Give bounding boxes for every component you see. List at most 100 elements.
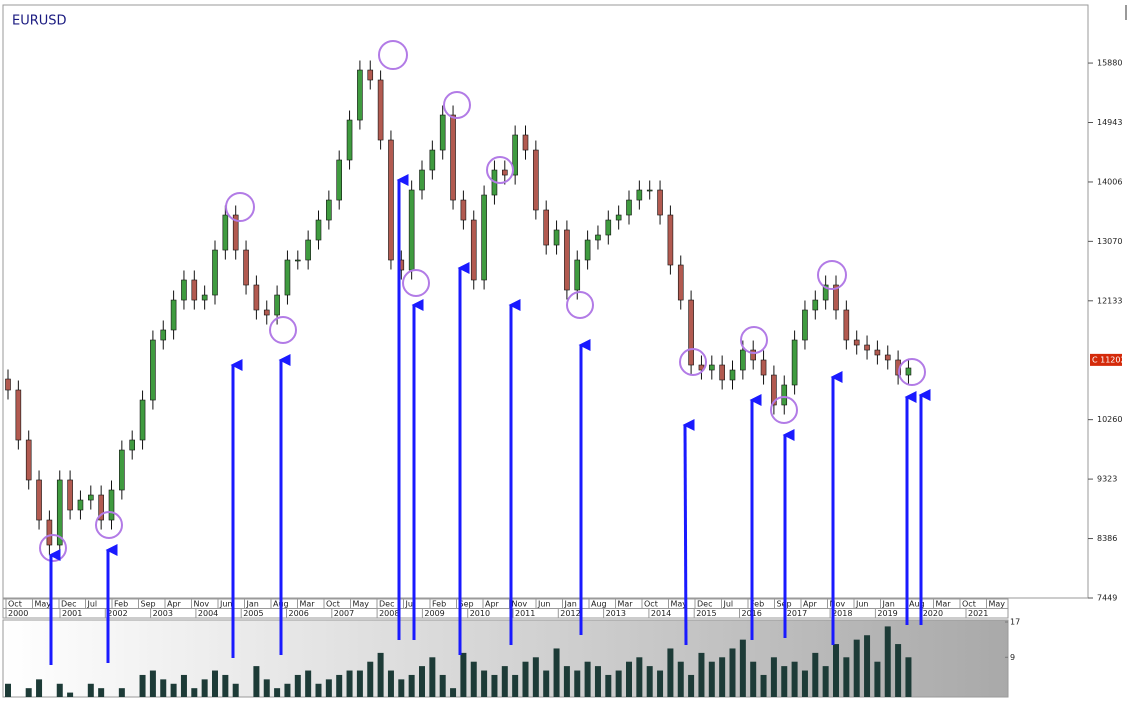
x-tick-label: Dec	[379, 600, 394, 609]
volume-bar	[180, 674, 187, 697]
volume-bar	[170, 683, 177, 697]
candle-body	[67, 479, 73, 511]
candle-body	[346, 119, 353, 161]
x-year-label: 2002	[107, 609, 127, 618]
candle-body	[36, 479, 42, 521]
x-tick-label: Jan	[882, 600, 895, 609]
candle-body	[750, 349, 757, 361]
candle-body	[284, 259, 291, 296]
volume-bar	[781, 666, 788, 697]
candle-body	[595, 234, 601, 241]
volume-bar	[822, 666, 829, 697]
candle-body	[905, 367, 912, 376]
y-tick-label: 9	[1010, 653, 1015, 662]
x-tick-label: Jul	[87, 600, 98, 609]
volume-bar	[626, 661, 632, 697]
x-tick-label: Dec	[61, 600, 76, 609]
volume-bar	[139, 674, 146, 697]
x-tick-label: Jun	[219, 600, 233, 609]
x-tick-label: Nov	[194, 600, 210, 609]
volume-bar	[884, 626, 891, 697]
y-tick-label: 12133	[1097, 296, 1122, 305]
volume-bar	[222, 674, 229, 697]
candle-body	[688, 299, 694, 366]
x-tick-label: May	[671, 600, 688, 609]
candle-body	[326, 199, 332, 221]
candle-body	[760, 359, 767, 376]
x-year-label: 2010	[470, 609, 490, 618]
x-tick-label: Aug	[591, 600, 607, 609]
volume-bar	[563, 666, 570, 697]
candle-body	[636, 189, 643, 201]
annotation-arrows	[48, 174, 931, 665]
x-tick-label: Dec	[697, 600, 712, 609]
candle-body	[584, 239, 591, 261]
volume-bar	[553, 648, 560, 697]
x-year-label: 2009	[424, 609, 444, 618]
volume-bar	[594, 666, 601, 697]
volume-bar	[408, 674, 415, 697]
candle-body	[119, 449, 125, 491]
volume-bar	[615, 670, 622, 697]
candle-body	[139, 399, 146, 441]
x-year-label: 2011	[515, 609, 535, 618]
volume-bar	[905, 657, 912, 697]
candle-body	[336, 159, 343, 201]
x-year-label: 2021	[968, 609, 988, 618]
x-tick-label: May	[353, 600, 370, 609]
x-tick-label: Mar	[300, 600, 316, 609]
highlight-circle	[39, 534, 67, 562]
annotations	[39, 40, 926, 562]
highlight-circle	[770, 396, 798, 424]
volume-bar	[501, 666, 508, 697]
x-year-label: 2019	[877, 609, 897, 618]
candle-body	[77, 499, 84, 511]
candle-body	[201, 294, 208, 301]
candle-body	[98, 494, 104, 521]
candle-body	[512, 134, 518, 176]
candle-body	[843, 309, 850, 341]
candle-body	[729, 369, 736, 381]
candle-body	[222, 214, 229, 251]
x-tick-label: Jan	[246, 600, 259, 609]
candle-body	[833, 284, 839, 311]
volume-bar	[512, 674, 519, 697]
candle-body	[212, 249, 218, 296]
highlight-circle	[402, 269, 430, 297]
x-tick-label: Feb	[114, 600, 128, 609]
volume-bar	[460, 652, 467, 697]
candle-body	[181, 279, 187, 301]
candle-body	[605, 219, 612, 236]
volume-bar	[419, 666, 425, 697]
volume-bar	[739, 639, 746, 697]
volume-bar	[688, 674, 695, 697]
volume-bar	[719, 657, 726, 697]
x-tick-label: Jun	[537, 600, 551, 609]
candle-body	[15, 389, 22, 441]
volume-bar	[191, 688, 198, 697]
candle-body	[791, 339, 798, 386]
candle-body	[439, 114, 446, 151]
candle-body	[450, 114, 456, 201]
volume-bar	[439, 674, 446, 697]
y-tick-label: 7449	[1097, 594, 1117, 603]
volume-bar	[284, 683, 291, 697]
candle-body	[460, 199, 467, 221]
x-tick-label: Sep	[459, 600, 474, 609]
volume-bar	[853, 639, 860, 697]
candle-body	[501, 169, 508, 176]
x-year-label: 2015	[696, 609, 716, 618]
candle-body	[243, 249, 249, 286]
volume-bar	[315, 683, 322, 697]
volume-bar	[56, 683, 63, 697]
x-year-label: 2006	[289, 609, 309, 618]
candle-body	[864, 344, 870, 351]
volume-bar	[584, 661, 591, 697]
volume-bar	[160, 679, 167, 697]
volume-bar	[636, 657, 643, 697]
volume-bar	[801, 670, 808, 697]
volume-bar	[470, 661, 477, 697]
candle-body	[667, 214, 674, 266]
x-tick-label: May	[989, 600, 1006, 609]
volume-bar	[274, 688, 281, 697]
